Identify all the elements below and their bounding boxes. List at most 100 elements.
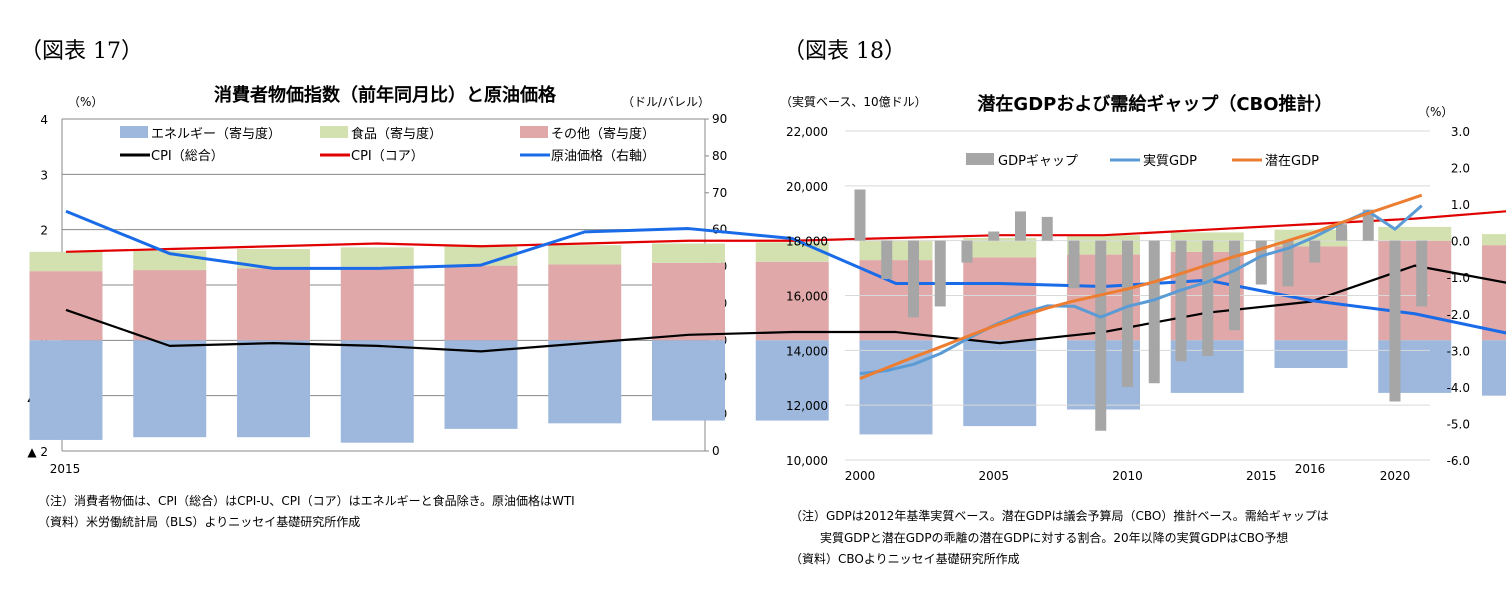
bar-energy bbox=[340, 340, 414, 443]
legend-swatch bbox=[966, 153, 994, 165]
bar-energy bbox=[1274, 340, 1348, 368]
bar-other bbox=[444, 265, 518, 341]
bar-gdp-gap bbox=[1255, 240, 1267, 285]
x-tick-label: 2016 bbox=[1295, 462, 1326, 476]
y-tick-label: 18,000 bbox=[786, 235, 828, 249]
line-cpi-core bbox=[65, 210, 1506, 253]
bar-gdp-gap bbox=[1389, 240, 1401, 402]
bar-other bbox=[237, 268, 310, 341]
bar-gdp-gap bbox=[881, 240, 893, 280]
legend-label: CPI（総合） bbox=[151, 149, 224, 164]
bar-food bbox=[1378, 226, 1452, 241]
x-tick-label: 2015 bbox=[1246, 469, 1277, 483]
bar-food bbox=[1481, 234, 1506, 246]
x-tick-label: 2000 bbox=[845, 469, 876, 483]
y2-tick-label: 0 bbox=[712, 444, 720, 458]
y2-tick-label: -6.0 bbox=[1447, 454, 1470, 468]
legend-swatch bbox=[520, 126, 548, 138]
bar-energy bbox=[755, 340, 829, 421]
y-tick-label: 16,000 bbox=[786, 290, 828, 304]
right-y-axis-label: （実質ベース、10億ドル） bbox=[780, 94, 927, 109]
line-real-gdp bbox=[859, 204, 1423, 376]
y-tick-label: 2 bbox=[40, 224, 48, 238]
right-note-1: （注）GDPは2012年基準実質ベース。潜在GDPは議会予算局（CBO）推計ベー… bbox=[790, 508, 1329, 523]
y2-tick-label: 70 bbox=[712, 186, 727, 200]
line-potential-gdp bbox=[859, 193, 1423, 380]
legend-label: その他（寄与度） bbox=[551, 126, 655, 142]
bar-other bbox=[548, 264, 622, 341]
bar-gdp-gap bbox=[1309, 240, 1321, 263]
legend-label: 原油価格（右軸） bbox=[551, 148, 655, 164]
bar-energy bbox=[29, 340, 103, 440]
bar-gdp-gap bbox=[1041, 216, 1053, 241]
bar-gdp-gap bbox=[1362, 209, 1374, 241]
bar-gdp-gap bbox=[934, 240, 946, 307]
x-tick-label: 2005 bbox=[978, 469, 1009, 483]
right-figure-label: （図表 18） bbox=[783, 39, 906, 64]
bar-other bbox=[340, 266, 414, 341]
legend-label: 食品（寄与度） bbox=[351, 126, 442, 142]
bar-energy bbox=[651, 340, 725, 421]
y-tick-label: 20,000 bbox=[786, 180, 828, 194]
y2-tick-label: 2.0 bbox=[1451, 162, 1470, 176]
bar-food bbox=[859, 240, 933, 261]
bar-gdp-gap bbox=[1202, 240, 1214, 356]
bar-gdp-gap bbox=[854, 189, 866, 241]
y-tick-label: ▲ 2 bbox=[27, 445, 48, 459]
bar-energy bbox=[1481, 340, 1506, 396]
right-source: （資料）CBOよりニッセイ基礎研究所作成 bbox=[790, 551, 1020, 566]
bar-energy bbox=[133, 340, 207, 438]
bar-gdp-gap bbox=[1229, 240, 1240, 331]
bar-gdp-gap bbox=[1068, 240, 1080, 289]
bar-other bbox=[651, 262, 725, 341]
left-y2-axis-label: （ドル/バレル） bbox=[622, 95, 710, 109]
y-tick-label: 14,000 bbox=[786, 344, 828, 358]
bar-other bbox=[133, 270, 207, 341]
bar-energy bbox=[548, 340, 622, 424]
bar-gdp-gap bbox=[961, 240, 973, 263]
bar-energy bbox=[963, 340, 1037, 427]
bar-gdp-gap bbox=[1336, 224, 1347, 241]
bar-energy bbox=[237, 340, 310, 438]
bar-gdp-gap bbox=[1416, 240, 1428, 307]
bar-other bbox=[1481, 245, 1506, 341]
y2-tick-label: -1.0 bbox=[1447, 271, 1470, 285]
bar-energy bbox=[1378, 340, 1452, 393]
bar-gdp-gap bbox=[1175, 240, 1187, 362]
y2-tick-label: -2.0 bbox=[1447, 308, 1470, 322]
y2-tick-label: 1.0 bbox=[1451, 198, 1470, 212]
legend-swatch bbox=[120, 126, 148, 138]
bar-food bbox=[651, 243, 725, 263]
x-tick-label: 2020 bbox=[1380, 469, 1411, 483]
left-note: （注）消費者物価は、CPI（総合）はCPI-U、CPI（コア）はエネルギーと食品… bbox=[38, 493, 575, 508]
y2-tick-label: 0.0 bbox=[1451, 235, 1470, 249]
bar-gdp-gap bbox=[1282, 240, 1294, 287]
bar-gdp-gap bbox=[1122, 240, 1133, 387]
bar-other bbox=[963, 257, 1037, 341]
bar-other bbox=[1378, 240, 1452, 341]
right-note-2: 実質GDPと潜在GDPの乖離の潜在GDPに対する割合。20年以降の実質GDPはC… bbox=[820, 530, 1288, 545]
bar-food bbox=[548, 245, 622, 265]
right-chart-title: 潜在GDPおよび需給ギャップ（CBO推計） bbox=[977, 93, 1332, 115]
y2-tick-label: -4.0 bbox=[1447, 381, 1470, 395]
legend-label: GDPギャップ bbox=[998, 154, 1078, 169]
legend-swatch bbox=[320, 126, 348, 138]
y2-tick-label: 3.0 bbox=[1451, 125, 1470, 139]
bar-food bbox=[340, 247, 414, 267]
y2-tick-label: -3.0 bbox=[1447, 344, 1470, 358]
y-tick-label: 12,000 bbox=[786, 399, 828, 413]
y-tick-label: 22,000 bbox=[786, 125, 828, 139]
y-tick-label: 10,000 bbox=[786, 454, 828, 468]
bar-food bbox=[237, 249, 310, 269]
y2-tick-label: -5.0 bbox=[1447, 417, 1470, 431]
bar-energy bbox=[444, 340, 518, 429]
legend-label: 潜在GDP bbox=[1265, 154, 1319, 169]
left-y-axis-label: （%） bbox=[68, 95, 103, 109]
bar-gdp-gap bbox=[988, 231, 1000, 241]
y2-tick-label: 80 bbox=[712, 149, 727, 163]
bar-other bbox=[29, 271, 103, 341]
bar-food bbox=[29, 251, 103, 272]
bar-gdp-gap bbox=[1148, 240, 1160, 384]
x-tick-label: 2010 bbox=[1112, 469, 1143, 483]
